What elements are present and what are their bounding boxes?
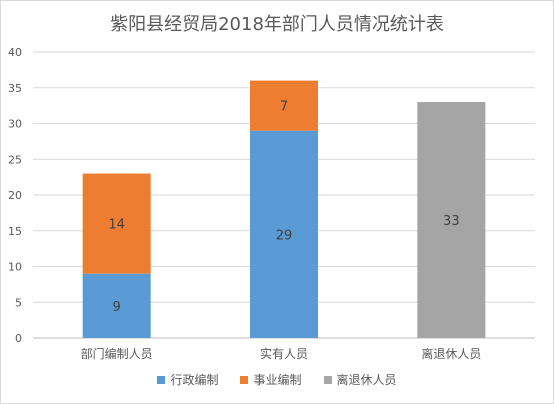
- y-tick-label: 0: [15, 332, 22, 345]
- x-tick-label: 部门编制人员: [81, 346, 153, 361]
- chart-title: 紫阳县经贸局2018年部门人员情况统计表: [110, 14, 444, 35]
- y-tick-label: 40: [8, 46, 22, 59]
- legend-item: 事业编制: [240, 371, 302, 388]
- legend-label: 离退休人员: [336, 373, 397, 387]
- y-tick-label: 35: [8, 82, 22, 95]
- chart-legend: 行政编制 事业编制 离退休人员: [0, 371, 554, 388]
- data-label: 33: [443, 214, 460, 229]
- legend-item: 离退休人员: [323, 371, 397, 388]
- data-label: 7: [280, 100, 288, 115]
- legend-item: 行政编制: [157, 371, 218, 388]
- bar-segment: [417, 102, 486, 338]
- legend-label: 事业编制: [253, 373, 302, 387]
- y-tick-label: 10: [8, 261, 22, 274]
- y-tick-label: 5: [15, 296, 22, 309]
- legend-swatch: [240, 375, 249, 384]
- bar-segment: [250, 130, 318, 338]
- data-label: 14: [108, 218, 125, 233]
- data-label: 9: [113, 300, 121, 315]
- y-tick-label: 25: [8, 153, 22, 166]
- y-tick-label: 15: [8, 225, 22, 238]
- data-label: 29: [276, 228, 293, 243]
- bar-segment: [82, 173, 151, 274]
- bar-segment: [82, 273, 151, 338]
- y-tick-label: 20: [8, 189, 22, 202]
- bar-segment: [250, 80, 318, 131]
- legend-label: 行政编制: [170, 373, 219, 387]
- x-tick-label: 离退休人员: [421, 346, 481, 361]
- x-tick-label: 实有人员: [260, 346, 308, 361]
- legend-swatch: [157, 375, 166, 384]
- y-tick-label: 30: [8, 118, 22, 131]
- legend-swatch: [323, 375, 332, 384]
